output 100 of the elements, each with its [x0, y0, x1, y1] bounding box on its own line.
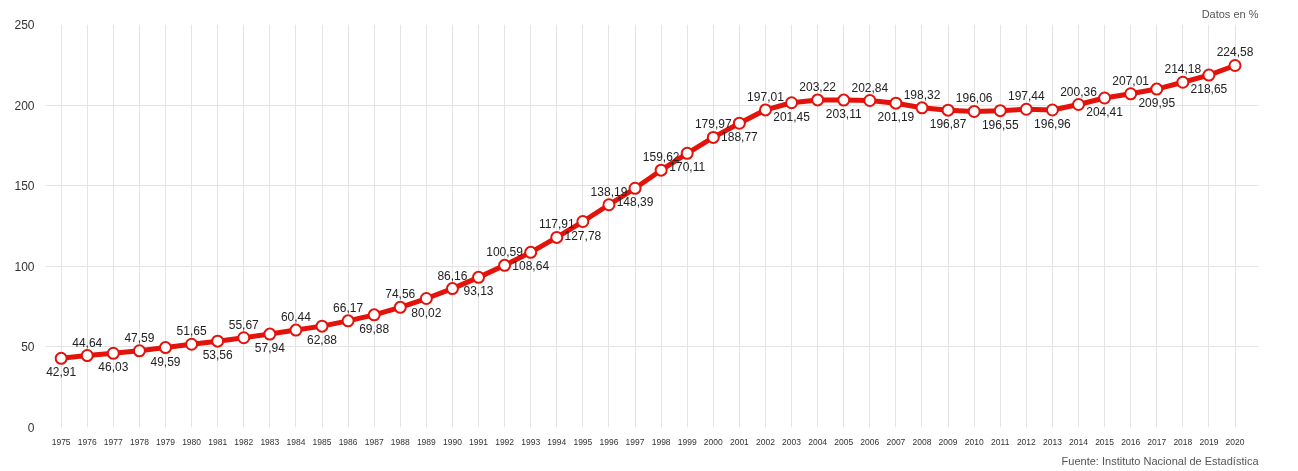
- point: [1019, 102, 1033, 116]
- data-label: 197,01: [747, 89, 785, 104]
- data-label: 200,36: [1060, 84, 1098, 99]
- x-tick-label: 2001: [729, 436, 750, 447]
- data-label: 196,87: [929, 117, 967, 132]
- point: [1045, 103, 1059, 117]
- point: [472, 270, 486, 284]
- point: [1228, 58, 1242, 72]
- point: [654, 163, 668, 177]
- x-tick-label: 1979: [156, 436, 176, 447]
- point: [393, 300, 407, 314]
- point: [967, 104, 981, 118]
- point: [1176, 75, 1190, 89]
- x-tick-label: 1980: [182, 436, 202, 447]
- x-tick-label: 1993: [521, 436, 541, 447]
- data-label: 196,96: [1034, 117, 1072, 131]
- x-tick-label: 1996: [599, 436, 619, 447]
- x-tick-label: 1998: [651, 436, 671, 447]
- point: [680, 146, 694, 160]
- point: [628, 181, 642, 195]
- data-label: 44,64: [72, 335, 103, 350]
- data-label: 202,84: [851, 80, 889, 95]
- point: [159, 341, 172, 355]
- point: [602, 198, 616, 212]
- x-tick-label: 1989: [416, 436, 437, 447]
- data-label: 196,55: [981, 117, 1019, 132]
- x-tick-label: 2010: [964, 436, 984, 447]
- data-label: 60,44: [280, 310, 312, 325]
- x-tick-label: 1994: [547, 436, 567, 447]
- point: [889, 96, 903, 110]
- point: [237, 331, 251, 345]
- x-tick-label: 2005: [834, 436, 854, 447]
- point: [106, 346, 120, 360]
- x-tick-label: 1995: [573, 436, 593, 447]
- point: [524, 245, 538, 259]
- point: [706, 130, 720, 144]
- x-tick-label: 1992: [495, 436, 515, 447]
- data-label: 198,32: [903, 87, 941, 102]
- point: [341, 314, 355, 328]
- data-label: 196,06: [955, 91, 993, 106]
- data-label: 209,95: [1138, 96, 1176, 111]
- x-tick-label: 1990: [442, 436, 463, 447]
- x-tick-label: 2014: [1069, 436, 1089, 447]
- data-label: 218,65: [1190, 82, 1228, 97]
- point: [1202, 68, 1216, 82]
- data-label: 148,39: [616, 195, 654, 210]
- y-tick-label: 0: [27, 421, 35, 435]
- x-tick-label: 2011: [991, 436, 1010, 447]
- point: [863, 94, 877, 108]
- x-tick-label: 1978: [129, 436, 150, 447]
- x-tick-label: 1983: [260, 436, 280, 447]
- data-label: 214,18: [1164, 62, 1202, 77]
- data-label: 49,59: [150, 354, 181, 369]
- source-note: Fuente: Instituto Nacional de Estadística: [1061, 454, 1260, 467]
- x-tick-label: 1981: [208, 436, 228, 447]
- point: [1124, 87, 1138, 101]
- x-tick-label: 2016: [1121, 436, 1141, 447]
- data-label: 47,59: [124, 330, 155, 345]
- point: [785, 96, 799, 110]
- data-label: 51,65: [176, 324, 207, 339]
- x-tick-label: 2002: [756, 436, 776, 447]
- data-label: 108,64: [512, 259, 550, 274]
- point: [132, 344, 146, 358]
- point: [811, 93, 825, 107]
- point: [185, 337, 199, 351]
- text: Datos en %: [1201, 7, 1259, 20]
- x-tick-label: 1976: [77, 436, 97, 447]
- y-tick-label: 250: [14, 18, 35, 32]
- x-tick-label: 1977: [103, 436, 124, 447]
- point: [732, 116, 746, 130]
- data-label: 86,16: [437, 268, 468, 283]
- point: [1150, 82, 1164, 96]
- point: [54, 351, 68, 365]
- data-label: 93,13: [463, 284, 494, 299]
- x-tick-label: 2019: [1199, 436, 1219, 447]
- data-label: 179,97: [694, 117, 732, 132]
- point: [1072, 98, 1086, 112]
- data-label: 197,44: [1007, 89, 1046, 104]
- point: [445, 282, 459, 296]
- x-tick-label: 2013: [1042, 436, 1063, 447]
- data-label: 80,02: [411, 305, 442, 320]
- y-tick-label: 200: [14, 98, 35, 113]
- x-tick-label: 1975: [51, 436, 71, 447]
- x-tick-label: 2015: [1095, 436, 1115, 447]
- x-tick-label: 2018: [1173, 436, 1193, 447]
- point: [941, 103, 955, 117]
- x-tick-label: 2007: [886, 436, 906, 447]
- x-tick-label: 1982: [234, 436, 254, 447]
- data-label: 55,67: [228, 317, 260, 332]
- data-label: 188,77: [721, 130, 759, 145]
- x-tick-label: 1984: [286, 436, 306, 447]
- x-tick-label: 2008: [912, 436, 932, 447]
- data-label: 204,41: [1086, 104, 1124, 119]
- point: [211, 334, 225, 348]
- point: [993, 104, 1007, 118]
- data-label: 62,88: [307, 333, 338, 348]
- point: [289, 323, 303, 337]
- data-label: 224,58: [1216, 45, 1254, 60]
- point: [498, 258, 512, 272]
- point: [315, 319, 329, 333]
